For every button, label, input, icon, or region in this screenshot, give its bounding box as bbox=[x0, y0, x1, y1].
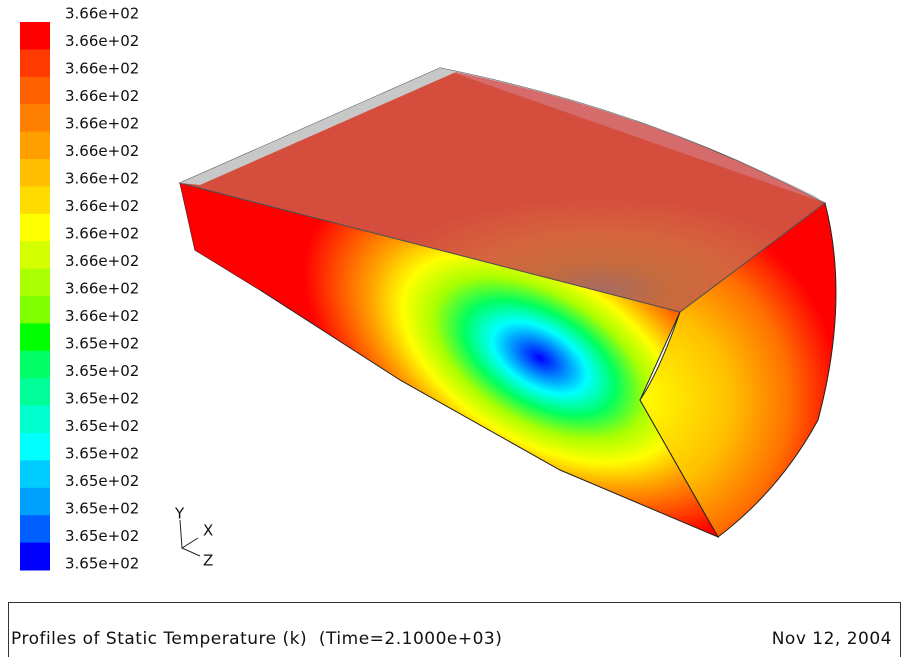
color-swatch bbox=[20, 515, 50, 543]
color-swatch bbox=[20, 269, 50, 297]
colorbar-label: 3.66e+02 bbox=[65, 142, 139, 160]
plot-date: Nov 12, 2004 bbox=[772, 629, 892, 649]
color-swatch bbox=[20, 460, 50, 488]
color-swatch bbox=[20, 488, 50, 516]
color-swatch bbox=[20, 241, 50, 269]
colorbar-label: 3.66e+02 bbox=[65, 197, 139, 215]
color-swatch bbox=[20, 77, 50, 105]
plot-title: Profiles of Static Temperature (k) (Time… bbox=[11, 629, 502, 649]
colorbar-label: 3.65e+02 bbox=[65, 555, 139, 573]
model bbox=[180, 68, 836, 537]
colorbar-label: 3.65e+02 bbox=[65, 445, 139, 463]
colorbar-label: 3.65e+02 bbox=[65, 417, 139, 435]
colorbar-label: 3.66e+02 bbox=[65, 87, 139, 105]
colorbar-label: 3.66e+02 bbox=[65, 32, 139, 50]
color-swatch bbox=[20, 214, 50, 242]
colorbar-label: 3.65e+02 bbox=[65, 527, 139, 545]
colorbar-label: 3.65e+02 bbox=[65, 390, 139, 408]
colorbar-label: 3.66e+02 bbox=[65, 5, 139, 23]
color-swatch bbox=[20, 49, 50, 77]
colorbar-label: 3.65e+02 bbox=[65, 500, 139, 518]
color-swatch bbox=[20, 406, 50, 434]
color-swatch bbox=[20, 296, 50, 324]
color-swatch bbox=[20, 22, 50, 50]
color-swatch bbox=[20, 104, 50, 132]
color-swatch bbox=[20, 433, 50, 461]
contour-plot: 3.66e+02 3.66e+02 3.66e+02 3.66e+02 3.66e+02… bbox=[0, 0, 909, 600]
color-swatch bbox=[20, 543, 50, 571]
axis-triad: Y X Z bbox=[174, 505, 213, 570]
color-swatch bbox=[20, 132, 50, 160]
colorbar-label: 3.66e+02 bbox=[65, 225, 139, 243]
colorbar-label: 3.65e+02 bbox=[65, 472, 139, 490]
color-swatch bbox=[20, 159, 50, 187]
axis-label: X bbox=[203, 522, 213, 540]
axis-label: Z bbox=[203, 552, 213, 570]
axis-label: Y bbox=[174, 505, 185, 523]
colorbar-label: 3.66e+02 bbox=[65, 307, 139, 325]
colorbar-label: 3.65e+02 bbox=[65, 362, 139, 380]
color-swatch bbox=[20, 378, 50, 406]
colorbar-label: 3.66e+02 bbox=[65, 115, 139, 133]
colorbar-label: 3.65e+02 bbox=[65, 335, 139, 353]
color-swatch bbox=[20, 323, 50, 351]
colorbar-label: 3.66e+02 bbox=[65, 252, 139, 270]
color-swatch bbox=[20, 186, 50, 214]
triad-line bbox=[182, 548, 200, 556]
colorbar-label: 3.66e+02 bbox=[65, 170, 139, 188]
colorbar-label: 3.66e+02 bbox=[65, 280, 139, 298]
color-swatch bbox=[20, 351, 50, 379]
footer: Profiles of Static Temperature (k) (Time… bbox=[8, 602, 901, 657]
triad-lines bbox=[180, 520, 198, 548]
screenshot: 3.66e+02 3.66e+02 3.66e+02 3.66e+02 3.66e+02… bbox=[0, 0, 909, 657]
colorbar-label: 3.66e+02 bbox=[65, 60, 139, 78]
colorbar: 3.66e+02 3.66e+02 3.66e+02 3.66e+02 3.66e+02… bbox=[20, 5, 139, 573]
